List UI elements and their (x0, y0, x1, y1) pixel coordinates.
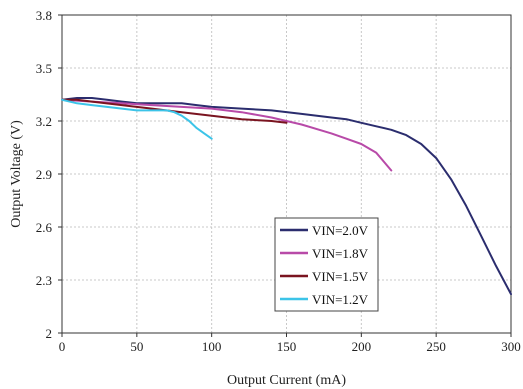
axis-ticks: 0 50 100 150 200 250 300 2 2.3 2.6 2.9 3.2 3.5 3.8 (36, 8, 521, 354)
legend-label: VIN=2.0V (312, 223, 369, 238)
series-lines (61, 97, 512, 296)
legend-label: VIN=1.5V (312, 269, 369, 284)
x-tick-label: 150 (277, 339, 297, 354)
legend-label: VIN=1.2V (312, 292, 369, 307)
y-axis-title: Output Voltage (V) (9, 120, 24, 228)
series-line-vin-1-8v (61, 98, 393, 172)
y-tick-label: 2.6 (36, 220, 53, 235)
y-tick-label: 3.8 (36, 8, 52, 23)
legend-item: VIN=2.0V (280, 223, 369, 238)
legend: VIN=2.0V VIN=1.8V VIN=1.5V VIN=1.2V (274, 217, 379, 312)
x-axis-title: Output Current (mA) (227, 373, 346, 388)
x-tick-label: 0 (59, 339, 66, 354)
legend-item: VIN=1.2V (280, 292, 369, 307)
y-tick-label: 2 (46, 326, 53, 341)
x-tick-label: 200 (352, 339, 372, 354)
legend-item: VIN=1.5V (280, 269, 369, 284)
legend-label: VIN=1.8V (312, 246, 369, 261)
y-tick-label: 2.3 (36, 273, 52, 288)
legend-box (274, 217, 379, 312)
y-tick-label: 2.9 (36, 167, 52, 182)
x-tick-label: 250 (426, 339, 446, 354)
x-tick-label: 300 (501, 339, 521, 354)
y-tick-label: 3.5 (36, 61, 52, 76)
x-tick-label: 50 (130, 339, 143, 354)
legend-item: VIN=1.8V (280, 246, 369, 261)
x-tick-label: 100 (202, 339, 222, 354)
series-line-vin-2-0v (61, 97, 512, 296)
y-tick-label: 3.2 (36, 114, 52, 129)
series-line-vin-1-2v (61, 98, 213, 140)
